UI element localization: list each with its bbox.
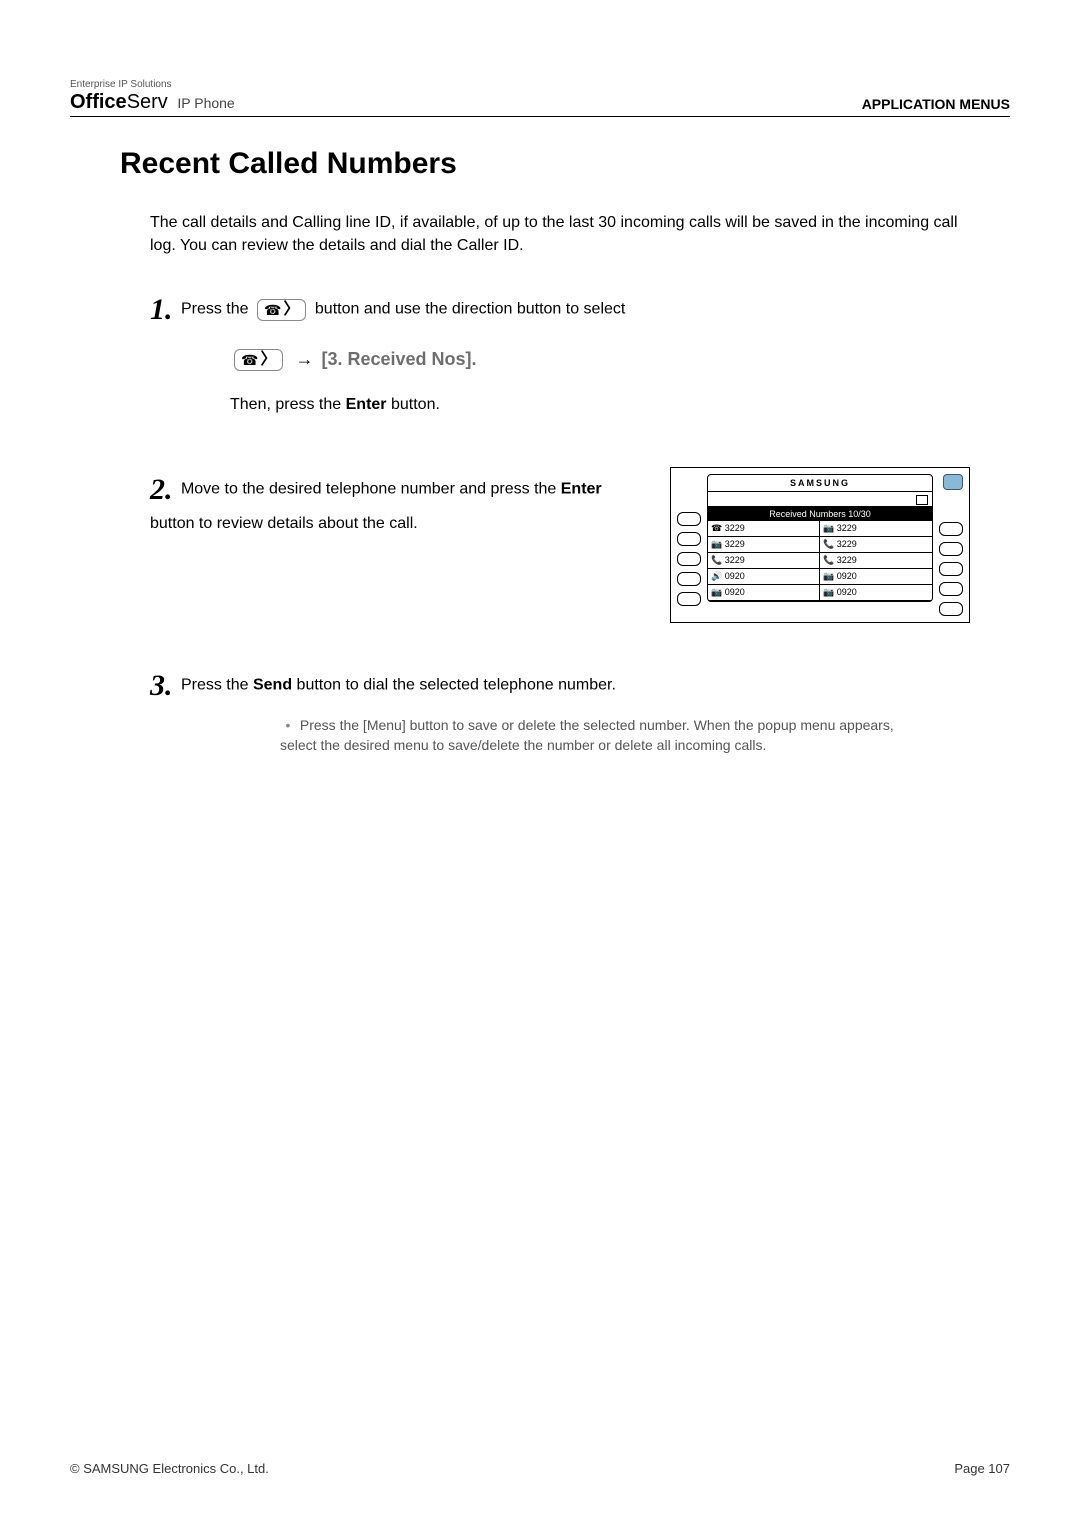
phone-icon: ☎ (241, 353, 258, 367)
step-2-text: 2. Move to the desired telephone number … (150, 467, 640, 536)
lcd-title-bar: Received Numbers 10/30 (708, 507, 932, 521)
phone-menu-icon-2: ☎〉 (234, 349, 283, 371)
step-2-pre: Move to the desired telephone number and… (181, 481, 561, 498)
step-2: 2. Move to the desired telephone number … (150, 467, 970, 623)
step-1-then: Then, press the Enter button. (230, 393, 970, 417)
soft-button (939, 542, 963, 556)
sub-pre: Press the [ (300, 717, 367, 733)
soft-button (677, 512, 701, 526)
lcd-cell: 📞 3229 (820, 537, 932, 553)
step-1-pre: Press the (181, 301, 253, 318)
lcd-grid: ☎ 3229 📷 3229 📷 3229 📞 3229 📞 3229 📞 322… (708, 521, 932, 601)
soft-button (677, 532, 701, 546)
lcd-cell: ☎ 3229 (708, 521, 820, 537)
lcd-illustration: SAMSUNG Received Numbers 10/30 ☎ 3229 📷 … (670, 467, 970, 623)
enter-label-2: Enter (561, 481, 602, 498)
right-button-column (939, 474, 963, 616)
then-post: button. (387, 396, 440, 413)
page-number: Page 107 (954, 1461, 1010, 1476)
step-3: 3. Press the Send button to dial the sel… (150, 663, 970, 755)
page-footer: © SAMSUNG Electronics Co., Ltd. Page 107 (70, 1461, 1010, 1476)
enter-label: Enter (346, 396, 387, 413)
lcd-outer: SAMSUNG Received Numbers 10/30 ☎ 3229 📷 … (670, 467, 970, 623)
step-2-number: 2. (150, 467, 173, 512)
chevron-icon: 〉 (283, 302, 299, 318)
page: Enterprise IP Solutions OfficeServ IP Ph… (0, 0, 1080, 1526)
soft-button (677, 592, 701, 606)
brand-sub: IP Phone (177, 95, 234, 111)
step-3-pre: Press the (181, 677, 253, 694)
page-title: Recent Called Numbers (120, 147, 1010, 181)
arrow-right-icon: → (295, 346, 313, 373)
menu-nav-row: ☎〉 → [3. Received Nos]. (230, 346, 970, 373)
page-header: Enterprise IP Solutions OfficeServ IP Ph… (70, 80, 1010, 117)
chevron-icon: 〉 (260, 352, 276, 368)
step-3-number: 3. (150, 663, 173, 708)
indicator-led-icon (943, 474, 963, 490)
lcd-screen: SAMSUNG Received Numbers 10/30 ☎ 3229 📷 … (707, 474, 933, 602)
lcd-cell: 📷 0920 (820, 585, 932, 601)
soft-button (939, 582, 963, 596)
lcd-cell: 📷 3229 (708, 537, 820, 553)
step-1-post: button and use the direction button to s… (315, 301, 625, 318)
step-1: 1. Press the ☎〉 button and use the direc… (150, 287, 970, 417)
left-button-column (677, 474, 701, 606)
soft-button (939, 562, 963, 576)
bullet-icon: • (280, 716, 296, 736)
step-3-post: button to dial the selected telephone nu… (292, 677, 616, 694)
brand-main: OfficeServ IP Phone (70, 92, 235, 112)
menu-label: Menu (367, 717, 402, 733)
step-2-post: button to review details about the call. (150, 515, 418, 532)
phone-menu-icon: ☎〉 (257, 299, 306, 321)
soft-button (677, 552, 701, 566)
send-label: Send (253, 677, 292, 694)
intro-paragraph: The call details and Calling line ID, if… (150, 211, 970, 257)
section-label: APPLICATION MENUS (862, 96, 1010, 112)
lcd-cell: 📷 3229 (820, 521, 932, 537)
menu-path: [3. Received Nos]. (321, 346, 476, 373)
then-pre: Then, press the (230, 396, 346, 413)
step-3-sub: • Press the [Menu] button to save or del… (280, 716, 910, 755)
lcd-brand: SAMSUNG (708, 475, 932, 492)
soft-button (677, 572, 701, 586)
lcd-status-row (708, 492, 932, 507)
copyright: © SAMSUNG Electronics Co., Ltd. (70, 1461, 269, 1476)
soft-button (939, 522, 963, 536)
step-1-number: 1. (150, 287, 173, 332)
brand-serv: Serv (127, 91, 168, 113)
lcd-cell: 📞 3229 (820, 553, 932, 569)
soft-button (939, 602, 963, 616)
lcd-cell: 📷 0920 (820, 569, 932, 585)
lcd-cell: 📷 0920 (708, 585, 820, 601)
lcd-cell: 📞 3229 (708, 553, 820, 569)
brand-office: Office (70, 91, 127, 113)
lcd-cell: 🔊 0920 (708, 569, 820, 585)
phone-icon: ☎ (264, 303, 281, 317)
brand-block: Enterprise IP Solutions OfficeServ IP Ph… (70, 80, 235, 112)
brand-tagline: Enterprise IP Solutions (70, 80, 235, 90)
